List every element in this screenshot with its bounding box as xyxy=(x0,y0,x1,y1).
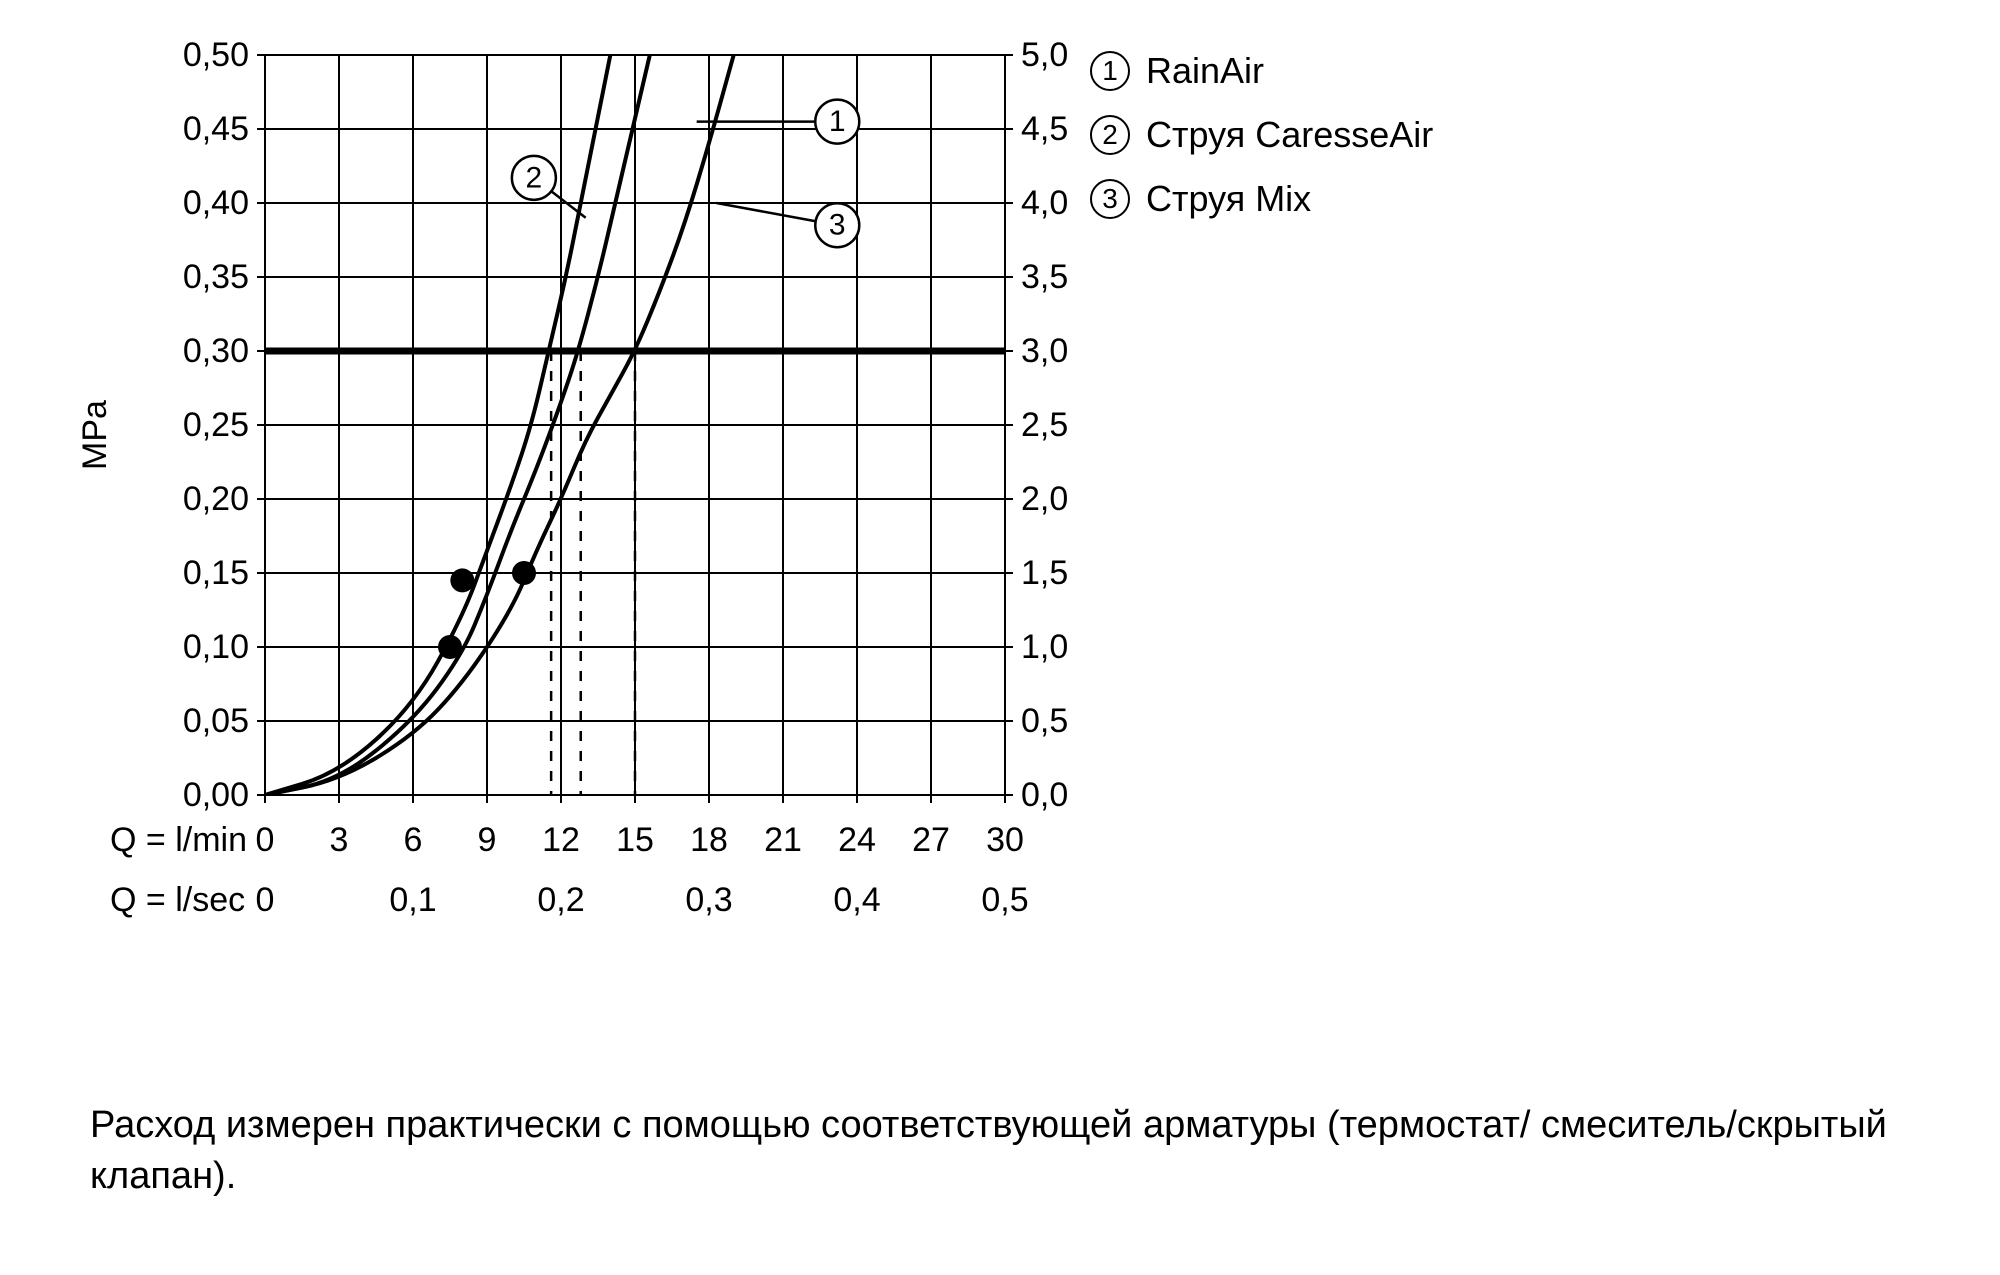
y-right-tick-label: 3,0 xyxy=(1021,332,1068,370)
legend: 1 RainAir 2 Струя CaresseAir 3 Струя Mix xyxy=(1090,50,1433,242)
x-tick-label: 24 xyxy=(838,821,876,859)
chart: 1230,000,050,100,150,200,250,300,350,400… xyxy=(0,0,1070,1045)
curve-marker xyxy=(438,635,462,659)
y-right-tick-label: 2,0 xyxy=(1021,480,1068,518)
curve-marker xyxy=(450,568,474,592)
y-left-tick-label: 0,25 xyxy=(183,406,249,444)
callout-number: 1 xyxy=(829,105,846,138)
x-tick-label: 21 xyxy=(764,821,802,859)
x-title-secondary: Q = l/sec xyxy=(110,881,245,919)
callout-number: 3 xyxy=(829,209,846,242)
legend-number-icon: 3 xyxy=(1090,179,1130,219)
x-secondary-tick-label: 0,5 xyxy=(981,881,1028,919)
y-right-tick-label: 3,5 xyxy=(1021,258,1068,296)
x-tick-label: 27 xyxy=(912,821,950,859)
x-secondary-tick-label: 0 xyxy=(256,881,275,919)
x-tick-label: 9 xyxy=(478,821,497,859)
page-root: 1230,000,050,100,150,200,250,300,350,400… xyxy=(0,0,2000,1275)
y-right-tick-label: 0,0 xyxy=(1021,776,1068,814)
chart-svg: 1230,000,050,100,150,200,250,300,350,400… xyxy=(0,0,1070,1040)
y-left-title: MPa xyxy=(76,400,114,470)
y-right-tick-label: 5,0 xyxy=(1021,36,1068,74)
legend-label: RainAir xyxy=(1146,50,1264,92)
curve-marker xyxy=(512,561,536,585)
x-tick-label: 30 xyxy=(986,821,1024,859)
x-secondary-tick-label: 0,2 xyxy=(537,881,584,919)
x-title-primary: Q = l/min xyxy=(110,821,247,859)
y-left-tick-label: 0,10 xyxy=(183,628,249,666)
y-right-tick-label: 1,0 xyxy=(1021,628,1068,666)
legend-label: Струя Mix xyxy=(1146,178,1311,220)
y-left-tick-label: 0,45 xyxy=(183,110,249,148)
callout-number: 2 xyxy=(526,161,543,194)
y-right-tick-label: 1,5 xyxy=(1021,554,1068,592)
y-left-tick-label: 0,20 xyxy=(183,480,249,518)
legend-item: 2 Струя CaresseAir xyxy=(1090,114,1433,156)
y-left-tick-label: 0,05 xyxy=(183,702,249,740)
x-secondary-tick-label: 0,4 xyxy=(833,881,880,919)
y-right-tick-label: 4,0 xyxy=(1021,184,1068,222)
x-tick-label: 12 xyxy=(542,821,580,859)
x-tick-label: 0 xyxy=(256,821,275,859)
caption-text: Расход измерен практически с помощью соо… xyxy=(90,1100,1890,1203)
y-left-tick-label: 0,00 xyxy=(183,776,249,814)
y-left-tick-label: 0,35 xyxy=(183,258,249,296)
y-left-tick-label: 0,30 xyxy=(183,332,249,370)
legend-number-icon: 1 xyxy=(1090,51,1130,91)
legend-label: Струя CaresseAir xyxy=(1146,114,1433,156)
x-secondary-tick-label: 0,1 xyxy=(389,881,436,919)
callout-leader xyxy=(716,203,815,221)
legend-item: 3 Струя Mix xyxy=(1090,178,1433,220)
x-secondary-tick-label: 0,3 xyxy=(685,881,732,919)
x-tick-label: 6 xyxy=(404,821,423,859)
y-right-tick-label: 0,5 xyxy=(1021,702,1068,740)
y-left-tick-label: 0,15 xyxy=(183,554,249,592)
y-left-tick-label: 0,40 xyxy=(183,184,249,222)
x-tick-label: 3 xyxy=(330,821,349,859)
x-tick-label: 15 xyxy=(616,821,654,859)
legend-item: 1 RainAir xyxy=(1090,50,1433,92)
y-right-tick-label: 2,5 xyxy=(1021,406,1068,444)
y-right-tick-label: 4,5 xyxy=(1021,110,1068,148)
legend-number-icon: 2 xyxy=(1090,115,1130,155)
x-tick-label: 18 xyxy=(690,821,728,859)
y-left-tick-label: 0,50 xyxy=(183,36,249,74)
